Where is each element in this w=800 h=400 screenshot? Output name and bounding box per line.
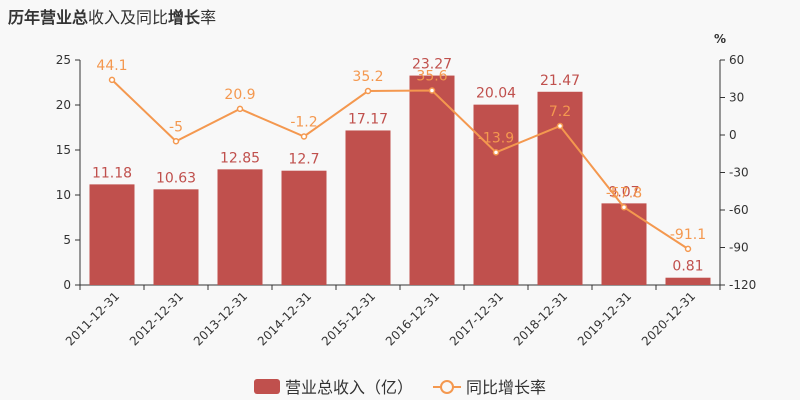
bar-value-label: 0.81 — [672, 259, 703, 275]
title-part-4: 增长 — [168, 8, 201, 27]
bar — [665, 277, 711, 285]
x-tick-label: 2013-12-31 — [191, 289, 250, 348]
y-left-tick-label: 15 — [56, 143, 71, 157]
x-tick-label: 2020-12-31 — [639, 289, 698, 348]
growth-value-label: 35.6 — [416, 69, 447, 85]
bar — [153, 189, 199, 285]
y-right-unit-label: % — [714, 32, 726, 46]
growth-point — [492, 149, 500, 156]
legend-item-revenue[interactable]: 营业总收入（亿） — [253, 374, 413, 398]
bar-value-label: 12.7 — [288, 152, 319, 168]
x-tick-label: 2015-12-31 — [319, 289, 378, 348]
growth-value-label: -1.2 — [290, 115, 317, 131]
bar — [281, 170, 327, 285]
x-tick-label: 2018-12-31 — [511, 289, 570, 348]
growth-value-label: 7.2 — [549, 104, 571, 120]
x-tick-label: 2012-12-31 — [127, 289, 186, 348]
growth-value-label: 35.2 — [352, 69, 383, 85]
growth-point — [172, 138, 180, 145]
bar-value-label: 12.85 — [220, 150, 260, 166]
bar — [345, 130, 391, 285]
x-tick-label: 2016-12-31 — [383, 289, 442, 348]
bar — [537, 91, 583, 286]
x-tick-label: 2019-12-31 — [575, 289, 634, 348]
legend-revenue-label: 营业总收入（亿） — [284, 378, 413, 397]
x-tick-label: 2014-12-31 — [255, 289, 314, 348]
bar — [601, 203, 647, 285]
y-right-tick-label: 60 — [729, 53, 744, 67]
growth-line — [111, 79, 689, 250]
growth-point — [428, 87, 436, 94]
y-left-tick-label: 5 — [63, 233, 71, 247]
y-right-tick-label: 0 — [729, 128, 737, 142]
title-part-5: 率 — [200, 8, 217, 27]
growth-point — [108, 76, 116, 84]
x-tick-label: 2017-12-31 — [447, 289, 506, 348]
bar-value-label: 23.27 — [412, 57, 452, 73]
y-left-tick-label: 20 — [56, 98, 71, 112]
bar-value-label: 21.47 — [540, 73, 580, 89]
legend-growth-label: 同比增长率 — [466, 378, 547, 397]
legend: 营业总收入（亿） 同比增长率 — [0, 374, 800, 398]
y-right-tick-label: -60 — [729, 203, 749, 217]
bar-value-label: 17.17 — [348, 111, 388, 127]
growth-value-label: -5 — [169, 119, 183, 135]
growth-point — [556, 122, 564, 130]
y-left-tick-label: 0 — [63, 278, 71, 292]
y-right-tick-label: 30 — [729, 91, 744, 105]
y-right-tick-label: -90 — [729, 241, 749, 255]
y-left-tick-label: 25 — [56, 53, 71, 67]
bar-value-label: 10.63 — [156, 170, 196, 186]
bar — [217, 169, 263, 285]
growth-point — [620, 204, 628, 211]
bar — [89, 184, 135, 285]
bar — [409, 75, 455, 285]
legend-line-marker-icon — [433, 379, 461, 394]
title-part-1: 历年 — [8, 8, 41, 27]
legend-bar-swatch-icon — [253, 378, 280, 394]
chart-title: 历年营业总收入及同比增长率 — [8, 4, 216, 28]
growth-value-label: 20.9 — [224, 87, 255, 103]
growth-value-label: -57.8 — [606, 185, 642, 201]
title-part-2: 营业总 — [40, 8, 89, 27]
growth-point — [684, 245, 692, 253]
bar-value-label: 20.04 — [476, 86, 516, 102]
y-right-tick-label: -120 — [729, 278, 756, 292]
growth-point — [364, 87, 372, 95]
x-tick-label: 2011-12-31 — [63, 289, 122, 348]
growth-value-label: 44.1 — [96, 58, 127, 74]
growth-point — [236, 105, 244, 113]
legend-item-growth[interactable]: 同比增长率 — [433, 374, 546, 398]
y-right-tick-label: -30 — [729, 166, 749, 180]
bar-value-label: 11.18 — [92, 165, 132, 181]
growth-value-label: -91.1 — [670, 227, 706, 243]
title-part-3: 收入及同比 — [88, 8, 169, 27]
y-left-tick-label: 10 — [56, 188, 71, 202]
growth-value-label: -13.9 — [478, 130, 514, 146]
bar — [473, 104, 519, 285]
growth-point — [300, 133, 308, 140]
